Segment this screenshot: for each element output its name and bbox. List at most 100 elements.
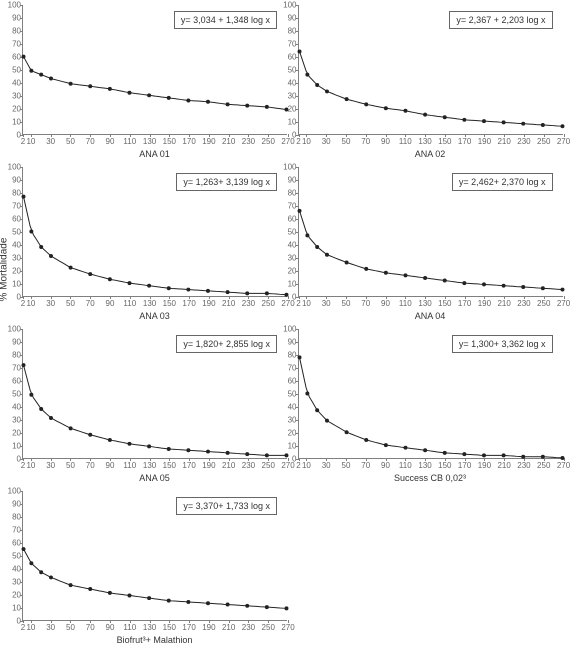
y-tick: 60	[279, 377, 297, 386]
x-tick: 230	[242, 623, 255, 632]
x-tick: 250	[537, 137, 550, 146]
equation-box: y= 1,820+ 2,855 log x	[176, 335, 277, 353]
data-point	[22, 547, 26, 551]
data-point	[39, 570, 43, 574]
y-tick: 40	[279, 403, 297, 412]
data-point	[344, 97, 348, 101]
x-tick: 2	[296, 461, 300, 470]
y-tick: 40	[279, 241, 297, 250]
y-tick: 60	[3, 377, 21, 386]
x-tick: 270	[281, 623, 294, 632]
data-point	[442, 279, 446, 283]
data-point	[186, 448, 190, 452]
y-tick: 80	[279, 189, 297, 198]
data-point	[128, 281, 132, 285]
data-point	[39, 407, 43, 411]
data-point	[462, 452, 466, 456]
y-tick: 30	[3, 416, 21, 425]
y-tick: 70	[3, 40, 21, 49]
x-tick: 150	[163, 137, 176, 146]
data-point	[442, 451, 446, 455]
y-tick: 10	[3, 118, 21, 127]
data-point	[245, 104, 249, 108]
y-tick: 70	[279, 40, 297, 49]
x-tick: 250	[262, 461, 275, 470]
x-tick: 250	[537, 299, 550, 308]
equation-box: y= 3,034 + 1,348 log x	[174, 11, 277, 29]
x-tick: 70	[361, 299, 370, 308]
x-tick: 110	[399, 299, 412, 308]
data-point	[364, 102, 368, 106]
x-tick: 10	[26, 137, 35, 146]
data-point	[521, 455, 525, 459]
y-tick: 0	[3, 617, 21, 626]
x-tick: 50	[66, 623, 75, 632]
x-tick: 230	[517, 461, 530, 470]
y-tick: 90	[279, 14, 297, 23]
data-point	[364, 438, 368, 442]
data-point	[88, 272, 92, 276]
data-point	[482, 453, 486, 457]
x-tick: 110	[399, 461, 412, 470]
x-tick: 30	[322, 299, 331, 308]
data-point	[147, 284, 151, 288]
x-tick: 10	[26, 461, 35, 470]
x-tick: 50	[342, 299, 351, 308]
y-tick: 90	[279, 338, 297, 347]
chart-ana02: 0102030405060708090100210305070901101301…	[298, 5, 563, 135]
data-point	[403, 109, 407, 113]
data-point	[22, 195, 26, 199]
data-point	[206, 450, 210, 454]
panel-ana01: 0102030405060708090100210305070901101301…	[22, 5, 287, 163]
data-point	[325, 89, 329, 93]
data-point	[226, 603, 230, 607]
x-tick: 10	[302, 137, 311, 146]
panel-title: ANA 03	[22, 311, 287, 321]
panel-title: ANA 01	[22, 149, 287, 159]
data-point	[482, 119, 486, 123]
data-point	[186, 288, 190, 292]
x-tick: 190	[202, 299, 215, 308]
fit-line	[24, 549, 287, 608]
data-point	[147, 596, 151, 600]
y-tick: 80	[279, 351, 297, 360]
y-tick: 0	[279, 455, 297, 464]
x-tick: 30	[322, 461, 331, 470]
data-point	[540, 286, 544, 290]
y-tick: 50	[3, 66, 21, 75]
y-tick: 80	[3, 189, 21, 198]
data-point	[22, 363, 26, 367]
data-point	[315, 408, 319, 412]
y-tick: 60	[279, 53, 297, 62]
x-tick: 70	[86, 137, 95, 146]
x-tick: 10	[26, 299, 35, 308]
x-tick: 30	[322, 137, 331, 146]
data-point	[560, 288, 564, 292]
y-tick: 90	[3, 500, 21, 509]
data-point	[383, 271, 387, 275]
data-point	[167, 599, 171, 603]
chart-success: 0102030405060708090100210305070901101301…	[298, 329, 563, 459]
x-tick: 70	[86, 299, 95, 308]
y-tick: 10	[3, 442, 21, 451]
equation-box: y= 2,367 + 2,203 log x	[449, 11, 552, 29]
x-tick: 190	[202, 137, 215, 146]
x-tick: 130	[418, 137, 431, 146]
data-point	[39, 245, 43, 249]
data-point	[29, 393, 33, 397]
data-point	[315, 83, 319, 87]
x-tick: 170	[182, 461, 195, 470]
y-tick: 50	[3, 552, 21, 561]
panel-title: ANA 02	[298, 149, 563, 159]
data-point	[403, 273, 407, 277]
y-tick: 30	[279, 416, 297, 425]
data-point	[167, 447, 171, 451]
data-point	[501, 453, 505, 457]
x-tick: 170	[458, 299, 471, 308]
x-tick: 250	[262, 623, 275, 632]
x-tick: 70	[86, 461, 95, 470]
x-tick: 90	[381, 461, 390, 470]
x-tick: 90	[106, 623, 115, 632]
equation-box: y= 1,300+ 3,362 log x	[452, 335, 553, 353]
data-point	[69, 583, 73, 587]
